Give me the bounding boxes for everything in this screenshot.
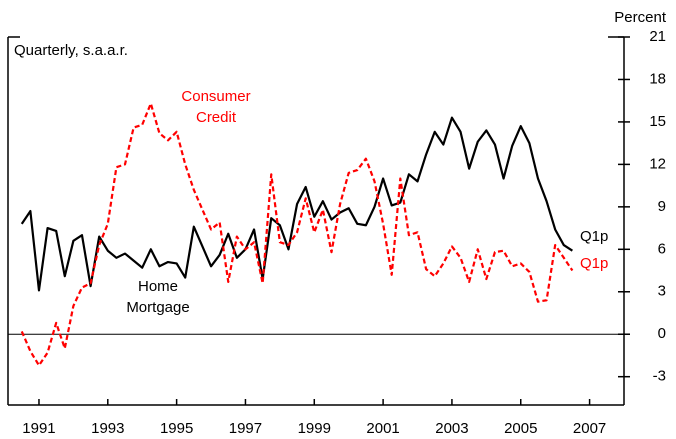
y-tick-label: 18 bbox=[649, 70, 666, 87]
x-tick-label: 1993 bbox=[91, 420, 124, 437]
y-tick-label: 15 bbox=[649, 113, 666, 130]
x-tick-label: 2007 bbox=[573, 420, 606, 437]
annotation: Home bbox=[138, 278, 178, 295]
annotation: Quarterly, s.a.a.r. bbox=[14, 42, 128, 59]
x-tick-label: 2003 bbox=[435, 420, 468, 437]
series-line bbox=[20, 116, 573, 292]
series-line bbox=[20, 102, 574, 367]
x-tick-label: 1997 bbox=[229, 420, 262, 437]
annotation: Credit bbox=[196, 109, 237, 126]
x-tick-label: 1999 bbox=[298, 420, 331, 437]
annotation: Q1p bbox=[580, 228, 608, 245]
y-tick-label: 0 bbox=[658, 325, 666, 342]
y-tick-label: 21 bbox=[649, 28, 666, 45]
y-axis-label: Percent bbox=[614, 9, 667, 26]
x-tick-label: 2001 bbox=[366, 420, 399, 437]
y-tick-label: 9 bbox=[658, 198, 666, 215]
annotation: Consumer bbox=[181, 88, 250, 105]
annotation: Q1p bbox=[580, 255, 608, 272]
x-tick-label: 1991 bbox=[22, 420, 55, 437]
x-tick-label: 2005 bbox=[504, 420, 537, 437]
y-tick-label: 6 bbox=[658, 240, 666, 257]
y-tick-label: 3 bbox=[658, 283, 666, 300]
x-tick-label: 1995 bbox=[160, 420, 193, 437]
y-tick-label: -3 bbox=[653, 368, 666, 385]
annotation: Mortgage bbox=[126, 299, 189, 316]
y-tick-label: 12 bbox=[649, 155, 666, 172]
